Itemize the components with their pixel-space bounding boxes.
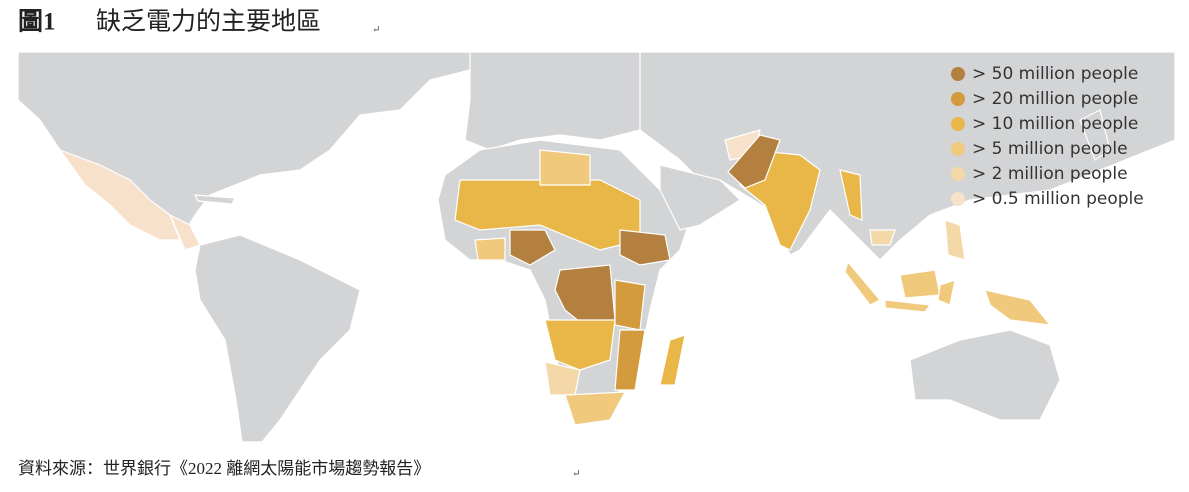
region bbox=[509, 229, 556, 266]
region bbox=[944, 219, 966, 261]
figure-label: 圖1 bbox=[18, 8, 56, 36]
land bbox=[193, 194, 236, 205]
source: 資料來源：世界銀行《2022 離網太陽能市場趨勢報告》 bbox=[18, 459, 430, 478]
legend-swatch bbox=[951, 117, 965, 131]
land bbox=[17, 51, 471, 241]
region bbox=[727, 134, 781, 189]
region bbox=[884, 299, 932, 313]
region bbox=[899, 269, 941, 299]
region bbox=[544, 319, 616, 371]
region bbox=[619, 229, 671, 266]
land bbox=[194, 234, 361, 443]
region bbox=[937, 279, 956, 306]
legend-label: > 20 million people bbox=[972, 89, 1138, 109]
land bbox=[659, 164, 741, 231]
land bbox=[909, 329, 1061, 421]
legend-label: > 0.5 million people bbox=[972, 189, 1144, 209]
legend: > 50 million people > 20 million people > … bbox=[951, 64, 1144, 209]
region bbox=[659, 334, 686, 386]
region bbox=[454, 179, 641, 251]
region bbox=[844, 260, 881, 306]
region bbox=[614, 329, 646, 391]
legend-label: > 10 million people bbox=[972, 114, 1138, 134]
legend-swatch bbox=[951, 67, 965, 81]
map bbox=[17, 51, 1176, 443]
return-mark: ↵ bbox=[372, 24, 380, 35]
region bbox=[839, 169, 863, 221]
region bbox=[539, 149, 591, 186]
region bbox=[614, 279, 646, 331]
legend-swatch bbox=[951, 192, 965, 206]
region bbox=[564, 391, 627, 426]
region bbox=[869, 229, 896, 246]
land bbox=[1079, 109, 1111, 161]
legend-label: > 2 million people bbox=[972, 164, 1128, 184]
region bbox=[984, 289, 1052, 326]
region bbox=[474, 237, 506, 261]
legend-swatch bbox=[951, 167, 965, 181]
figure-title: 缺乏電力的主要地區 bbox=[96, 8, 321, 36]
return-mark: ↵ bbox=[572, 468, 580, 479]
legend-label: > 50 million people bbox=[972, 64, 1138, 84]
region bbox=[58, 148, 181, 241]
legend-label: > 5 million people bbox=[972, 139, 1128, 159]
legend-swatch bbox=[951, 92, 965, 106]
legend-swatch bbox=[951, 142, 965, 156]
